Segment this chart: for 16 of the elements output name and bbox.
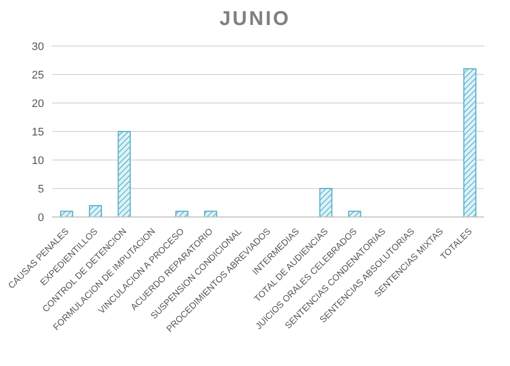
- bar: [463, 68, 476, 217]
- chart-title: JUNIO: [218, 8, 292, 32]
- y-tick-label: 20: [32, 98, 44, 110]
- bar: [319, 188, 332, 217]
- bar: [204, 210, 218, 217]
- bar: [348, 210, 362, 217]
- y-tick-label: 25: [32, 69, 44, 82]
- y-tick-label: 15: [32, 126, 44, 138]
- bar: [60, 210, 74, 217]
- y-tick-label: 0: [38, 212, 44, 224]
- bar: [88, 205, 102, 217]
- y-tick-label: 30: [32, 40, 44, 53]
- y-tick-label: 5: [38, 183, 44, 196]
- y-tick-label: 10: [32, 154, 44, 167]
- bar: [175, 210, 188, 217]
- bar: [118, 131, 131, 217]
